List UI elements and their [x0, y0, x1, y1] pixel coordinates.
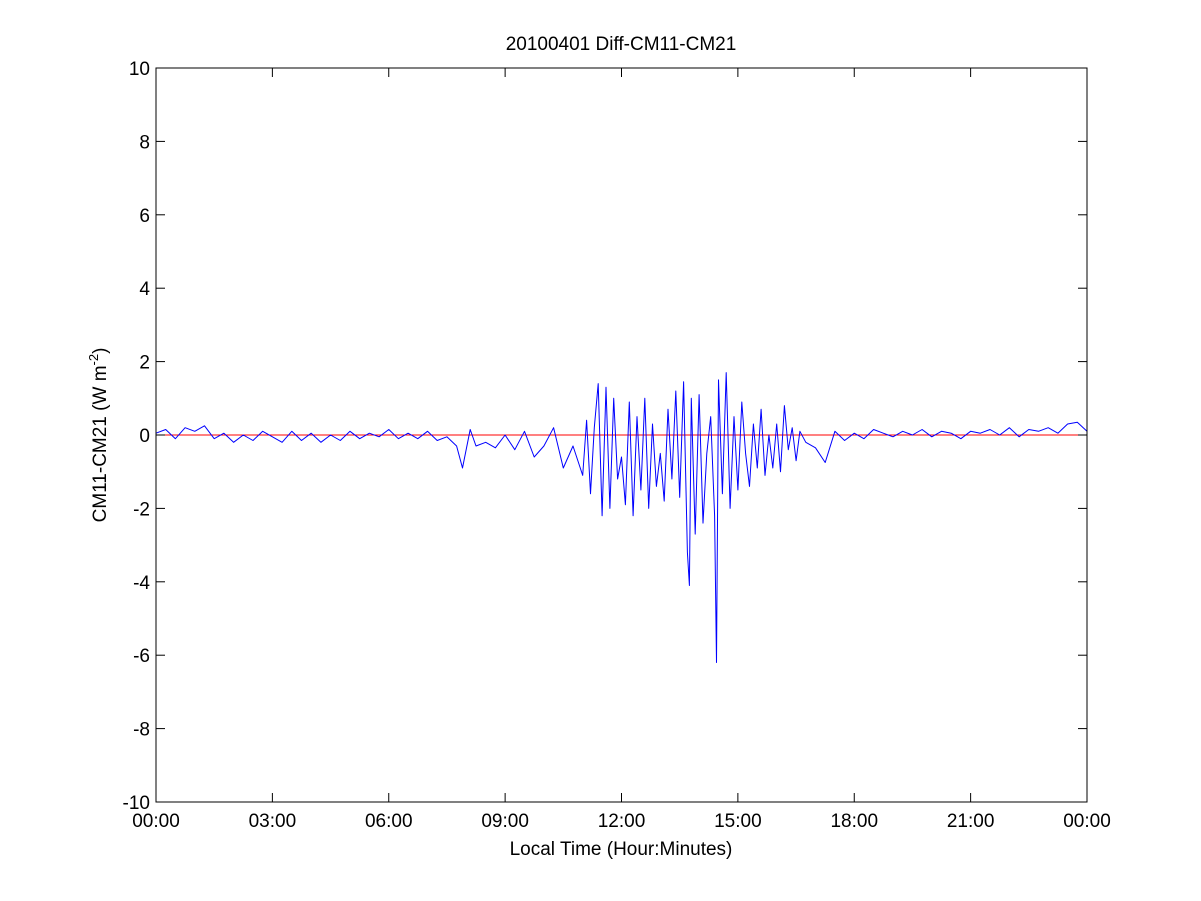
y-tick-label: 2 — [139, 353, 150, 374]
x-tick-label: 06:00 — [365, 811, 413, 832]
x-tick-label: 09:00 — [481, 811, 529, 832]
y-tick-label: 10 — [129, 59, 150, 80]
series-layer — [155, 372, 1088, 663]
x-tick-label: 21:00 — [947, 811, 995, 832]
x-tick-label: 12:00 — [598, 811, 646, 832]
x-axis-label: Local Time (Hour:Minutes) — [510, 839, 733, 860]
y-axis-label-superscript: -2 — [86, 354, 101, 366]
plot-area — [155, 68, 1088, 802]
y-axis: 10 8 6 4 2 0 -2 -4 -6 -8 -10 — [123, 59, 1087, 814]
y-tick-label: 4 — [139, 279, 150, 300]
y-tick-label: -10 — [123, 793, 150, 814]
y-tick-label: 6 — [139, 206, 150, 227]
chart-title: 20100401 Diff-CM11-CM21 — [506, 34, 737, 55]
y-axis-label-text: CM11-CM21 (W m — [90, 365, 111, 522]
x-tick-label: 18:00 — [830, 811, 878, 832]
x-tick-label: 15:00 — [714, 811, 762, 832]
x-tick-label: 00:00 — [132, 811, 180, 832]
difference-series-line — [155, 372, 1088, 663]
y-tick-label: 8 — [139, 132, 150, 153]
y-tick-label: -4 — [133, 573, 150, 594]
y-axis-label-suffix: ) — [90, 348, 111, 354]
x-tick-label: 03:00 — [249, 811, 297, 832]
y-tick-label: -6 — [133, 646, 150, 667]
x-tick-label: 00:00 — [1063, 811, 1111, 832]
x-axis: 00:00 03:00 06:00 09:00 12:00 15:00 18:00 21:00… — [132, 68, 1111, 832]
y-tick-label: -8 — [133, 720, 150, 741]
y-tick-label: 0 — [139, 426, 150, 447]
y-axis-label: CM11-CM21 (W m-2) — [86, 348, 111, 523]
y-tick-label: -2 — [133, 499, 150, 520]
